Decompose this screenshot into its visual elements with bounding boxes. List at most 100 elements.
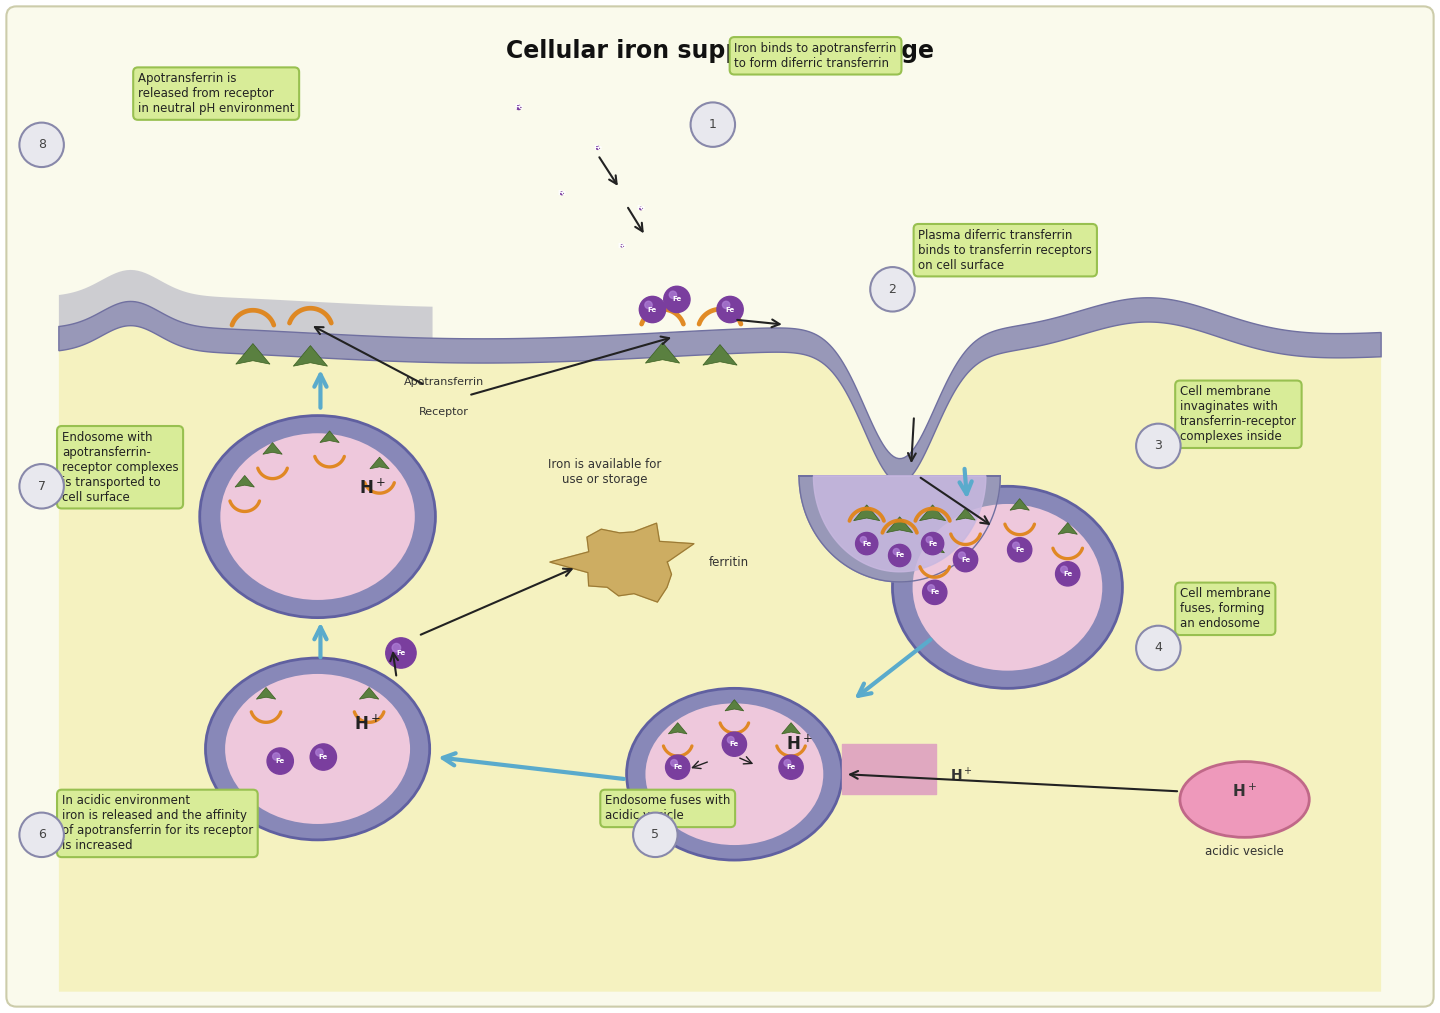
Circle shape xyxy=(639,297,665,322)
Circle shape xyxy=(664,287,690,313)
Circle shape xyxy=(922,533,943,555)
Ellipse shape xyxy=(220,434,415,600)
Polygon shape xyxy=(59,269,432,358)
Circle shape xyxy=(386,638,416,669)
Circle shape xyxy=(560,191,563,194)
Circle shape xyxy=(893,548,900,555)
Text: Cell membrane
fuses, forming
an endosome: Cell membrane fuses, forming an endosome xyxy=(1179,588,1270,630)
Circle shape xyxy=(717,297,743,322)
Text: Receptor: Receptor xyxy=(419,407,469,417)
Circle shape xyxy=(19,123,63,167)
Text: Plasma diferric transferrin
binds to transferrin receptors
on cell surface: Plasma diferric transferrin binds to tra… xyxy=(919,229,1092,271)
Polygon shape xyxy=(264,443,282,454)
Circle shape xyxy=(691,102,734,147)
Polygon shape xyxy=(360,688,379,699)
Text: 6: 6 xyxy=(37,829,46,842)
Text: Iron binds to apotransferrin
to form diferric transferrin: Iron binds to apotransferrin to form dif… xyxy=(734,42,897,70)
Polygon shape xyxy=(294,345,327,366)
Circle shape xyxy=(779,755,804,779)
Text: Fe: Fe xyxy=(318,754,328,760)
Text: 5: 5 xyxy=(651,829,660,842)
Circle shape xyxy=(670,291,677,299)
Circle shape xyxy=(1136,626,1181,671)
Circle shape xyxy=(392,643,400,652)
Ellipse shape xyxy=(626,689,842,860)
Circle shape xyxy=(272,753,279,760)
Text: Fe: Fe xyxy=(927,541,937,547)
Circle shape xyxy=(727,736,734,744)
Polygon shape xyxy=(370,457,389,469)
Polygon shape xyxy=(550,523,694,602)
Circle shape xyxy=(888,544,910,566)
Text: Apotransferrin: Apotransferrin xyxy=(405,377,484,387)
Polygon shape xyxy=(235,475,255,487)
Text: H$^+$: H$^+$ xyxy=(359,479,386,498)
Polygon shape xyxy=(1009,498,1030,511)
Circle shape xyxy=(315,749,323,756)
Ellipse shape xyxy=(913,504,1102,671)
Circle shape xyxy=(1008,538,1032,562)
Ellipse shape xyxy=(200,415,435,618)
Polygon shape xyxy=(799,476,1001,581)
Polygon shape xyxy=(724,700,743,711)
Text: acidic vesicle: acidic vesicle xyxy=(1205,845,1284,858)
Text: 4: 4 xyxy=(1155,641,1162,654)
Ellipse shape xyxy=(645,703,824,845)
Text: Fe: Fe xyxy=(557,190,566,197)
Circle shape xyxy=(926,537,932,543)
Text: Fe: Fe xyxy=(896,552,904,558)
Text: 3: 3 xyxy=(1155,440,1162,453)
Circle shape xyxy=(783,760,791,766)
Text: Fe: Fe xyxy=(672,764,683,770)
Polygon shape xyxy=(645,342,680,363)
Text: 1: 1 xyxy=(708,119,717,131)
Text: Cell membrane
invaginates with
transferrin-receptor
complexes inside: Cell membrane invaginates with transferr… xyxy=(1179,385,1297,444)
Text: Fe: Fe xyxy=(396,650,406,656)
Polygon shape xyxy=(703,344,737,365)
Text: 8: 8 xyxy=(37,139,46,151)
Circle shape xyxy=(19,812,63,857)
Circle shape xyxy=(671,760,677,766)
FancyBboxPatch shape xyxy=(6,6,1434,1007)
Text: H$^+$: H$^+$ xyxy=(950,766,972,783)
Circle shape xyxy=(723,301,730,309)
Circle shape xyxy=(959,552,965,559)
Text: Fe: Fe xyxy=(275,758,285,764)
Polygon shape xyxy=(256,688,275,699)
Text: Apotransferrin is
released from receptor
in neutral pH environment: Apotransferrin is released from receptor… xyxy=(138,72,294,115)
Ellipse shape xyxy=(206,658,429,840)
Circle shape xyxy=(1136,423,1181,468)
Circle shape xyxy=(723,732,746,757)
Polygon shape xyxy=(59,322,1381,992)
Text: H$^+$: H$^+$ xyxy=(354,714,382,733)
Text: Endosome with
apotransferrin-
receptor complexes
is transported to
cell surface: Endosome with apotransferrin- receptor c… xyxy=(62,431,179,503)
Text: Fe: Fe xyxy=(1063,571,1073,576)
Circle shape xyxy=(870,267,914,312)
Polygon shape xyxy=(236,343,271,364)
Polygon shape xyxy=(854,504,880,521)
Ellipse shape xyxy=(893,486,1122,689)
Text: Fe: Fe xyxy=(863,541,871,547)
Circle shape xyxy=(596,146,599,149)
Circle shape xyxy=(860,537,867,543)
Circle shape xyxy=(923,580,948,605)
Text: Fe: Fe xyxy=(726,307,734,312)
Text: H$^+$: H$^+$ xyxy=(786,734,812,754)
Polygon shape xyxy=(59,298,1381,483)
Text: Fe: Fe xyxy=(960,556,971,562)
Text: Fe: Fe xyxy=(672,297,681,303)
Text: Fe: Fe xyxy=(618,243,626,249)
Circle shape xyxy=(645,301,652,309)
Text: 2: 2 xyxy=(888,283,897,296)
Circle shape xyxy=(634,812,678,857)
Polygon shape xyxy=(320,431,340,443)
Polygon shape xyxy=(1058,523,1077,534)
Ellipse shape xyxy=(225,674,410,824)
Polygon shape xyxy=(924,541,945,553)
Polygon shape xyxy=(668,722,687,733)
Polygon shape xyxy=(920,504,946,521)
Circle shape xyxy=(953,547,978,571)
Circle shape xyxy=(517,105,521,109)
Ellipse shape xyxy=(1179,762,1309,838)
Text: Fe: Fe xyxy=(1015,547,1024,553)
